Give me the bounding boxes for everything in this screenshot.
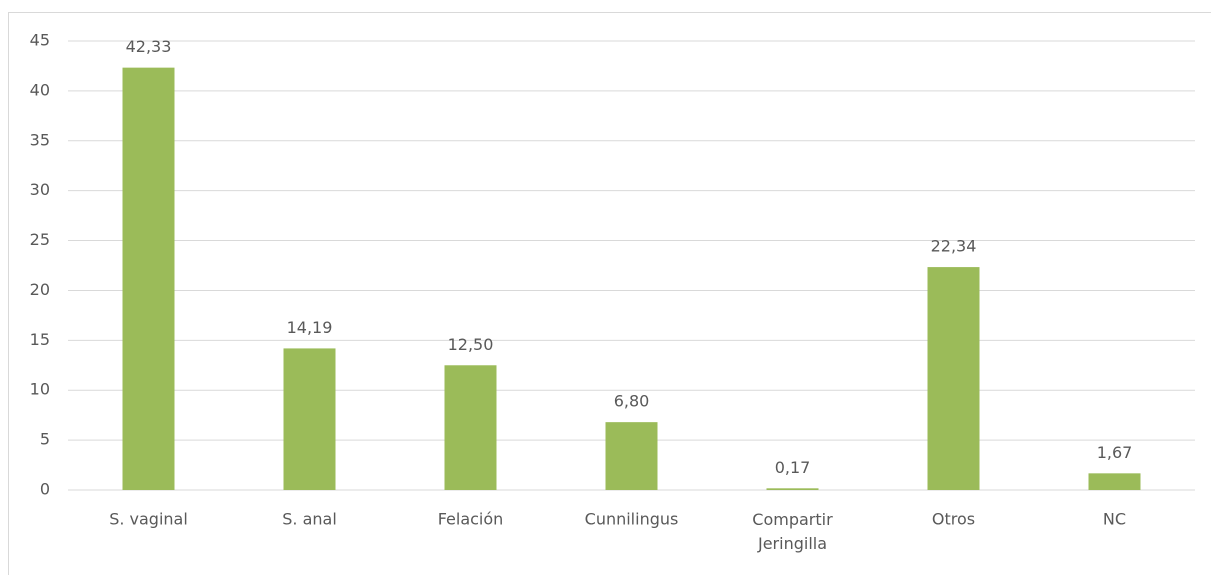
y-tick-label: 25 <box>30 230 50 249</box>
data-label: 0,17 <box>775 458 811 477</box>
y-tick-label: 30 <box>30 180 50 199</box>
data-label: 42,33 <box>126 37 172 56</box>
x-tick-label: Cunnilingus <box>585 510 679 529</box>
y-tick-label: 5 <box>40 430 50 449</box>
y-tick-label: 20 <box>30 280 50 299</box>
data-label: 12,50 <box>448 335 494 354</box>
x-tick-label: Compartir Jeringilla <box>752 510 833 553</box>
bar <box>283 348 336 490</box>
x-tick-label: Felación <box>438 510 504 529</box>
y-tick-label: 45 <box>30 31 50 50</box>
x-tick-label: S. anal <box>282 510 337 529</box>
y-tick-label: 15 <box>30 330 50 349</box>
y-tick-label: 40 <box>30 80 50 99</box>
data-label: 22,34 <box>931 237 977 256</box>
x-tick-label: Otros <box>932 510 975 529</box>
data-label: 6,80 <box>614 392 650 411</box>
x-tick-label: NC <box>1103 510 1126 529</box>
chart-border <box>8 12 1211 575</box>
y-tick-label: 10 <box>30 380 50 399</box>
y-tick-label: 0 <box>40 480 50 499</box>
y-tick-label: 35 <box>30 130 50 149</box>
data-label: 14,19 <box>287 318 333 337</box>
bar <box>1088 473 1141 490</box>
bar <box>122 67 175 491</box>
data-label: 1,67 <box>1097 443 1133 462</box>
bar <box>927 267 980 490</box>
bar <box>766 488 819 490</box>
x-tick-label: S. vaginal <box>109 510 188 529</box>
bar <box>444 365 497 490</box>
bar <box>605 422 658 490</box>
